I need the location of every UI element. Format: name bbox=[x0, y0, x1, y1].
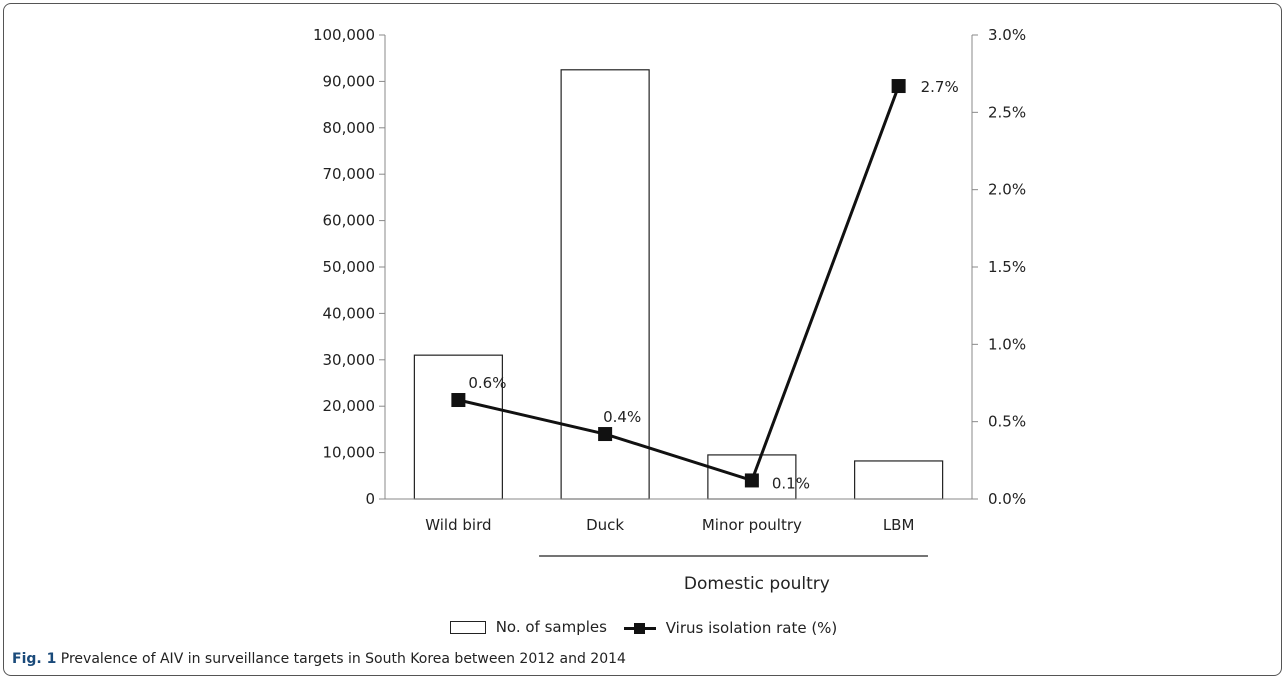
rate-marker bbox=[451, 393, 466, 408]
right-tick-label: 0.5% bbox=[988, 413, 1026, 431]
right-tick-label: 1.0% bbox=[988, 335, 1026, 353]
caption-text: Prevalence of AIV in surveillance target… bbox=[56, 651, 626, 667]
left-tick-label: 70,000 bbox=[323, 165, 376, 183]
bar-wild-bird bbox=[413, 354, 503, 500]
left-tick-label: 80,000 bbox=[323, 119, 376, 137]
figure-caption: Fig. 1 Prevalence of AIV in surveillance… bbox=[12, 651, 626, 667]
rate-data-label: 0.6% bbox=[468, 374, 506, 392]
rate-marker bbox=[891, 79, 906, 94]
left-y-axis: 0 10,000 20,000 30,000 40,000 50,000 60,000 70,… bbox=[313, 26, 386, 508]
legend-label-samples: No. of samples bbox=[495, 618, 607, 636]
figure-frame bbox=[3, 3, 1282, 676]
x-axis: Wild bird Duck Minor poultry LBM Domestic po… bbox=[385, 498, 972, 594]
left-tick-label: 20,000 bbox=[323, 397, 376, 415]
legend: No. of samples Virus isolation rate (%) bbox=[0, 618, 1287, 638]
left-tick-label: 30,000 bbox=[323, 351, 376, 369]
line-series: 0.6% 0.4% 0.1% 2.7% bbox=[451, 78, 959, 492]
rate-data-label: 0.4% bbox=[603, 408, 641, 426]
category-label: Wild bird bbox=[425, 516, 491, 534]
left-tick-label: 50,000 bbox=[323, 258, 376, 276]
caption-label: Fig. 1 bbox=[12, 651, 57, 667]
right-tick-label: 1.5% bbox=[988, 258, 1026, 276]
legend-bar-swatch bbox=[449, 620, 486, 634]
category-label: Duck bbox=[586, 516, 624, 534]
legend-line-swatch bbox=[623, 622, 656, 634]
category-label: Minor poultry bbox=[702, 516, 802, 534]
left-tick-label: 60,000 bbox=[323, 212, 376, 230]
category-label: LBM bbox=[883, 516, 915, 534]
rate-line bbox=[458, 85, 901, 483]
right-tick-label: 3.0% bbox=[988, 26, 1026, 44]
right-tick-label: 2.5% bbox=[988, 103, 1026, 121]
right-y-axis: 0.0% 0.5% 1.0% 1.5% 2.0% 2.5% 3.0% bbox=[971, 26, 1026, 508]
rate-data-label: 0.1% bbox=[772, 474, 810, 492]
legend-item-rate: Virus isolation rate (%) bbox=[623, 619, 838, 637]
legend-item-samples: No. of samples bbox=[449, 618, 607, 636]
right-tick-label: 0.0% bbox=[988, 490, 1026, 508]
rate-data-label: 2.7% bbox=[921, 78, 959, 96]
right-tick-label: 2.0% bbox=[988, 181, 1026, 199]
rate-marker bbox=[744, 473, 759, 488]
left-tick-label: 100,000 bbox=[313, 26, 375, 44]
left-tick-label: 0 bbox=[365, 490, 375, 508]
legend-label-rate: Virus isolation rate (%) bbox=[665, 619, 838, 637]
combo-chart: 0 10,000 20,000 30,000 40,000 50,000 60,000 70,… bbox=[313, 26, 1026, 594]
group-label: Domestic poultry bbox=[684, 574, 830, 594]
bar-lbm bbox=[854, 460, 944, 500]
left-tick-label: 90,000 bbox=[323, 72, 376, 90]
left-tick-label: 40,000 bbox=[323, 304, 376, 322]
left-tick-label: 10,000 bbox=[323, 444, 376, 462]
rate-marker bbox=[598, 427, 613, 442]
bar-series bbox=[413, 69, 944, 500]
